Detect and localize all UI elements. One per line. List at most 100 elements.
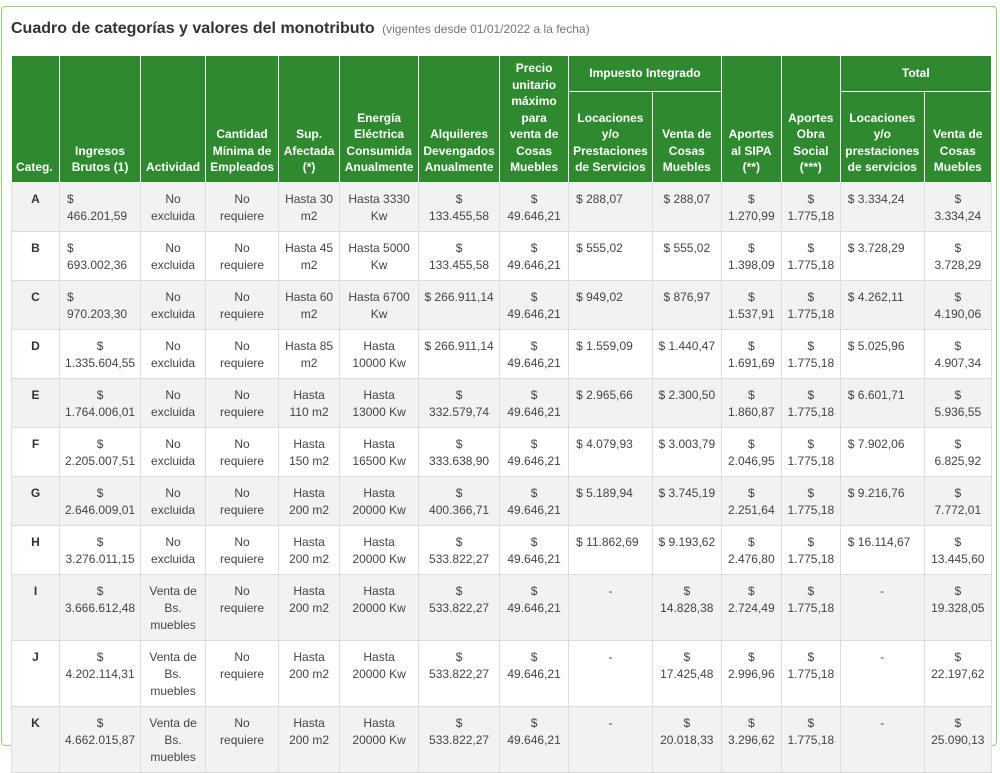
cell-sipa: $ 1.537,91 <box>720 279 782 330</box>
cell-total-venta: $ 3.728,29 <box>923 230 992 281</box>
cell-superficie: Hasta 85 m2 <box>278 328 341 379</box>
cell-alquileres: $ 533.822,27 <box>418 639 501 707</box>
table-row: H $ 3.276.011,15 No excluida No requiere… <box>11 524 992 575</box>
cell-precio: $ 49.646,21 <box>499 181 570 232</box>
cell-precio: $ 49.646,21 <box>499 475 570 526</box>
cell-precio: $ 49.646,21 <box>499 328 570 379</box>
cell-ingresos: $ 4.662.015,87 <box>58 705 142 773</box>
cell-impuesto-locaciones: - <box>568 573 653 641</box>
cell-alquileres: $ 332.579,74 <box>418 377 501 428</box>
cell-sipa: $ 2.046,95 <box>720 426 782 477</box>
cell-superficie: Hasta 200 m2 <box>278 639 341 707</box>
cell-energia: Hasta 20000 Kw <box>339 705 420 773</box>
cell-sipa: $ 2.251,64 <box>720 475 782 526</box>
cell-impuesto-venta: $ 17.425,48 <box>651 639 722 707</box>
cell-precio: $ 49.646,21 <box>499 279 570 330</box>
cell-impuesto-venta: $ 2.300,50 <box>651 377 722 428</box>
cell-actividad: Venta de Bs. muebles <box>140 705 207 773</box>
cell-impuesto-locaciones: $ 555,02 <box>568 230 653 281</box>
header-impuesto-venta: Venta de Cosas Muebles <box>651 91 722 183</box>
page-title-row: Cuadro de categorías y valores del monot… <box>11 20 590 38</box>
cell-obra-social: $ 1.775,18 <box>780 279 841 330</box>
cell-total-venta: $ 3.334,24 <box>923 181 992 232</box>
cell-empleados: No requiere <box>205 705 280 773</box>
cell-actividad: No excluida <box>140 426 207 477</box>
cell-total-locaciones: $ 6.601,71 <box>839 377 925 428</box>
table-row: G $ 2.646.009,01 No excluida No requiere… <box>11 475 992 526</box>
cell-ingresos: $ 2.205.007,51 <box>58 426 142 477</box>
cell-energia: Hasta 5000 Kw <box>339 230 420 281</box>
cell-actividad: No excluida <box>140 328 207 379</box>
cell-empleados: No requiere <box>205 230 280 281</box>
header-total-venta: Venta de Cosas Muebles <box>923 91 992 183</box>
cell-precio: $ 49.646,21 <box>499 573 570 641</box>
cell-precio: $ 49.646,21 <box>499 377 570 428</box>
cell-total-locaciones: - <box>839 639 925 707</box>
cell-ingresos: $ 466.201,59 <box>58 181 142 232</box>
cell-ingresos: $ 3.276.011,15 <box>58 524 142 575</box>
cell-total-locaciones: $ 5.025,96 <box>839 328 925 379</box>
cell-energia: Hasta 10000 Kw <box>339 328 420 379</box>
cell-categ: D <box>11 328 60 379</box>
cell-actividad: No excluida <box>140 230 207 281</box>
cell-total-locaciones: - <box>839 705 925 773</box>
cell-obra-social: $ 1.775,18 <box>780 705 841 773</box>
cell-categ: B <box>11 230 60 281</box>
cell-impuesto-venta: $ 20.018,33 <box>651 705 722 773</box>
cell-energia: Hasta 20000 Kw <box>339 573 420 641</box>
cell-actividad: Venta de Bs. muebles <box>140 639 207 707</box>
cell-total-venta: $ 7.772,01 <box>923 475 992 526</box>
cell-empleados: No requiere <box>205 639 280 707</box>
cell-impuesto-locaciones: $ 288,07 <box>568 181 653 232</box>
cell-categ: F <box>11 426 60 477</box>
cell-total-venta: $ 6.825,92 <box>923 426 992 477</box>
cell-impuesto-venta: $ 9.193,62 <box>651 524 722 575</box>
cell-total-locaciones: - <box>839 573 925 641</box>
cell-alquileres: $ 266.911,14 <box>418 279 501 330</box>
cell-empleados: No requiere <box>205 573 280 641</box>
header-group-total: Total <box>839 54 992 93</box>
cell-actividad: No excluida <box>140 475 207 526</box>
cell-actividad: Venta de Bs. muebles <box>140 573 207 641</box>
cell-energia: Hasta 16500 Kw <box>339 426 420 477</box>
cell-precio: $ 49.646,21 <box>499 426 570 477</box>
header-empleados: Cantidad Mínima de Empleados <box>205 55 280 183</box>
cell-obra-social: $ 1.775,18 <box>780 639 841 707</box>
cell-categ: H <box>11 524 60 575</box>
cell-sipa: $ 1.398,09 <box>720 230 782 281</box>
cell-sipa: $ 3.296,62 <box>720 705 782 773</box>
cell-alquileres: $ 533.822,27 <box>418 705 501 773</box>
header-total-locaciones: Locaciones y/o prestaciones de servicios <box>839 91 925 183</box>
cell-impuesto-venta: $ 14.828,38 <box>651 573 722 641</box>
header-impuesto-locaciones: Locaciones y/o Prestaciones de Servicios <box>568 91 653 183</box>
cell-obra-social: $ 1.775,18 <box>780 524 841 575</box>
cell-actividad: No excluida <box>140 181 207 232</box>
cell-superficie: Hasta 200 m2 <box>278 705 341 773</box>
cell-impuesto-venta: $ 288,07 <box>651 181 722 232</box>
cell-sipa: $ 1.691,69 <box>720 328 782 379</box>
cell-categ: I <box>11 573 60 641</box>
cell-alquileres: $ 533.822,27 <box>418 573 501 641</box>
cell-energia: Hasta 3330 Kw <box>339 181 420 232</box>
table-row: K $ 4.662.015,87 Venta de Bs. muebles No… <box>11 705 992 773</box>
cell-empleados: No requiere <box>205 426 280 477</box>
cell-ingresos: $ 3.666.612,48 <box>58 573 142 641</box>
cell-obra-social: $ 1.775,18 <box>780 426 841 477</box>
cell-alquileres: $ 400.366,71 <box>418 475 501 526</box>
cell-total-venta: $ 25.090,13 <box>923 705 992 773</box>
monotributo-table: Categ. Ingresos Brutos (1) Actividad Can… <box>11 54 992 773</box>
cell-categ: C <box>11 279 60 330</box>
cell-obra-social: $ 1.775,18 <box>780 230 841 281</box>
cell-sipa: $ 2.724,49 <box>720 573 782 641</box>
cell-total-venta: $ 4.907,34 <box>923 328 992 379</box>
cell-superficie: Hasta 30 m2 <box>278 181 341 232</box>
cell-precio: $ 49.646,21 <box>499 705 570 773</box>
cell-total-locaciones: $ 3.728,29 <box>839 230 925 281</box>
cell-alquileres: $ 333.638,90 <box>418 426 501 477</box>
cell-impuesto-locaciones: $ 11.862,69 <box>568 524 653 575</box>
cell-ingresos: $ 4.202.114,31 <box>58 639 142 707</box>
table-row: J $ 4.202.114,31 Venta de Bs. muebles No… <box>11 639 992 707</box>
table-row: A $ 466.201,59 No excluida No requiere H… <box>11 181 992 232</box>
cell-precio: $ 49.646,21 <box>499 524 570 575</box>
cell-alquileres: $ 266.911,14 <box>418 328 501 379</box>
